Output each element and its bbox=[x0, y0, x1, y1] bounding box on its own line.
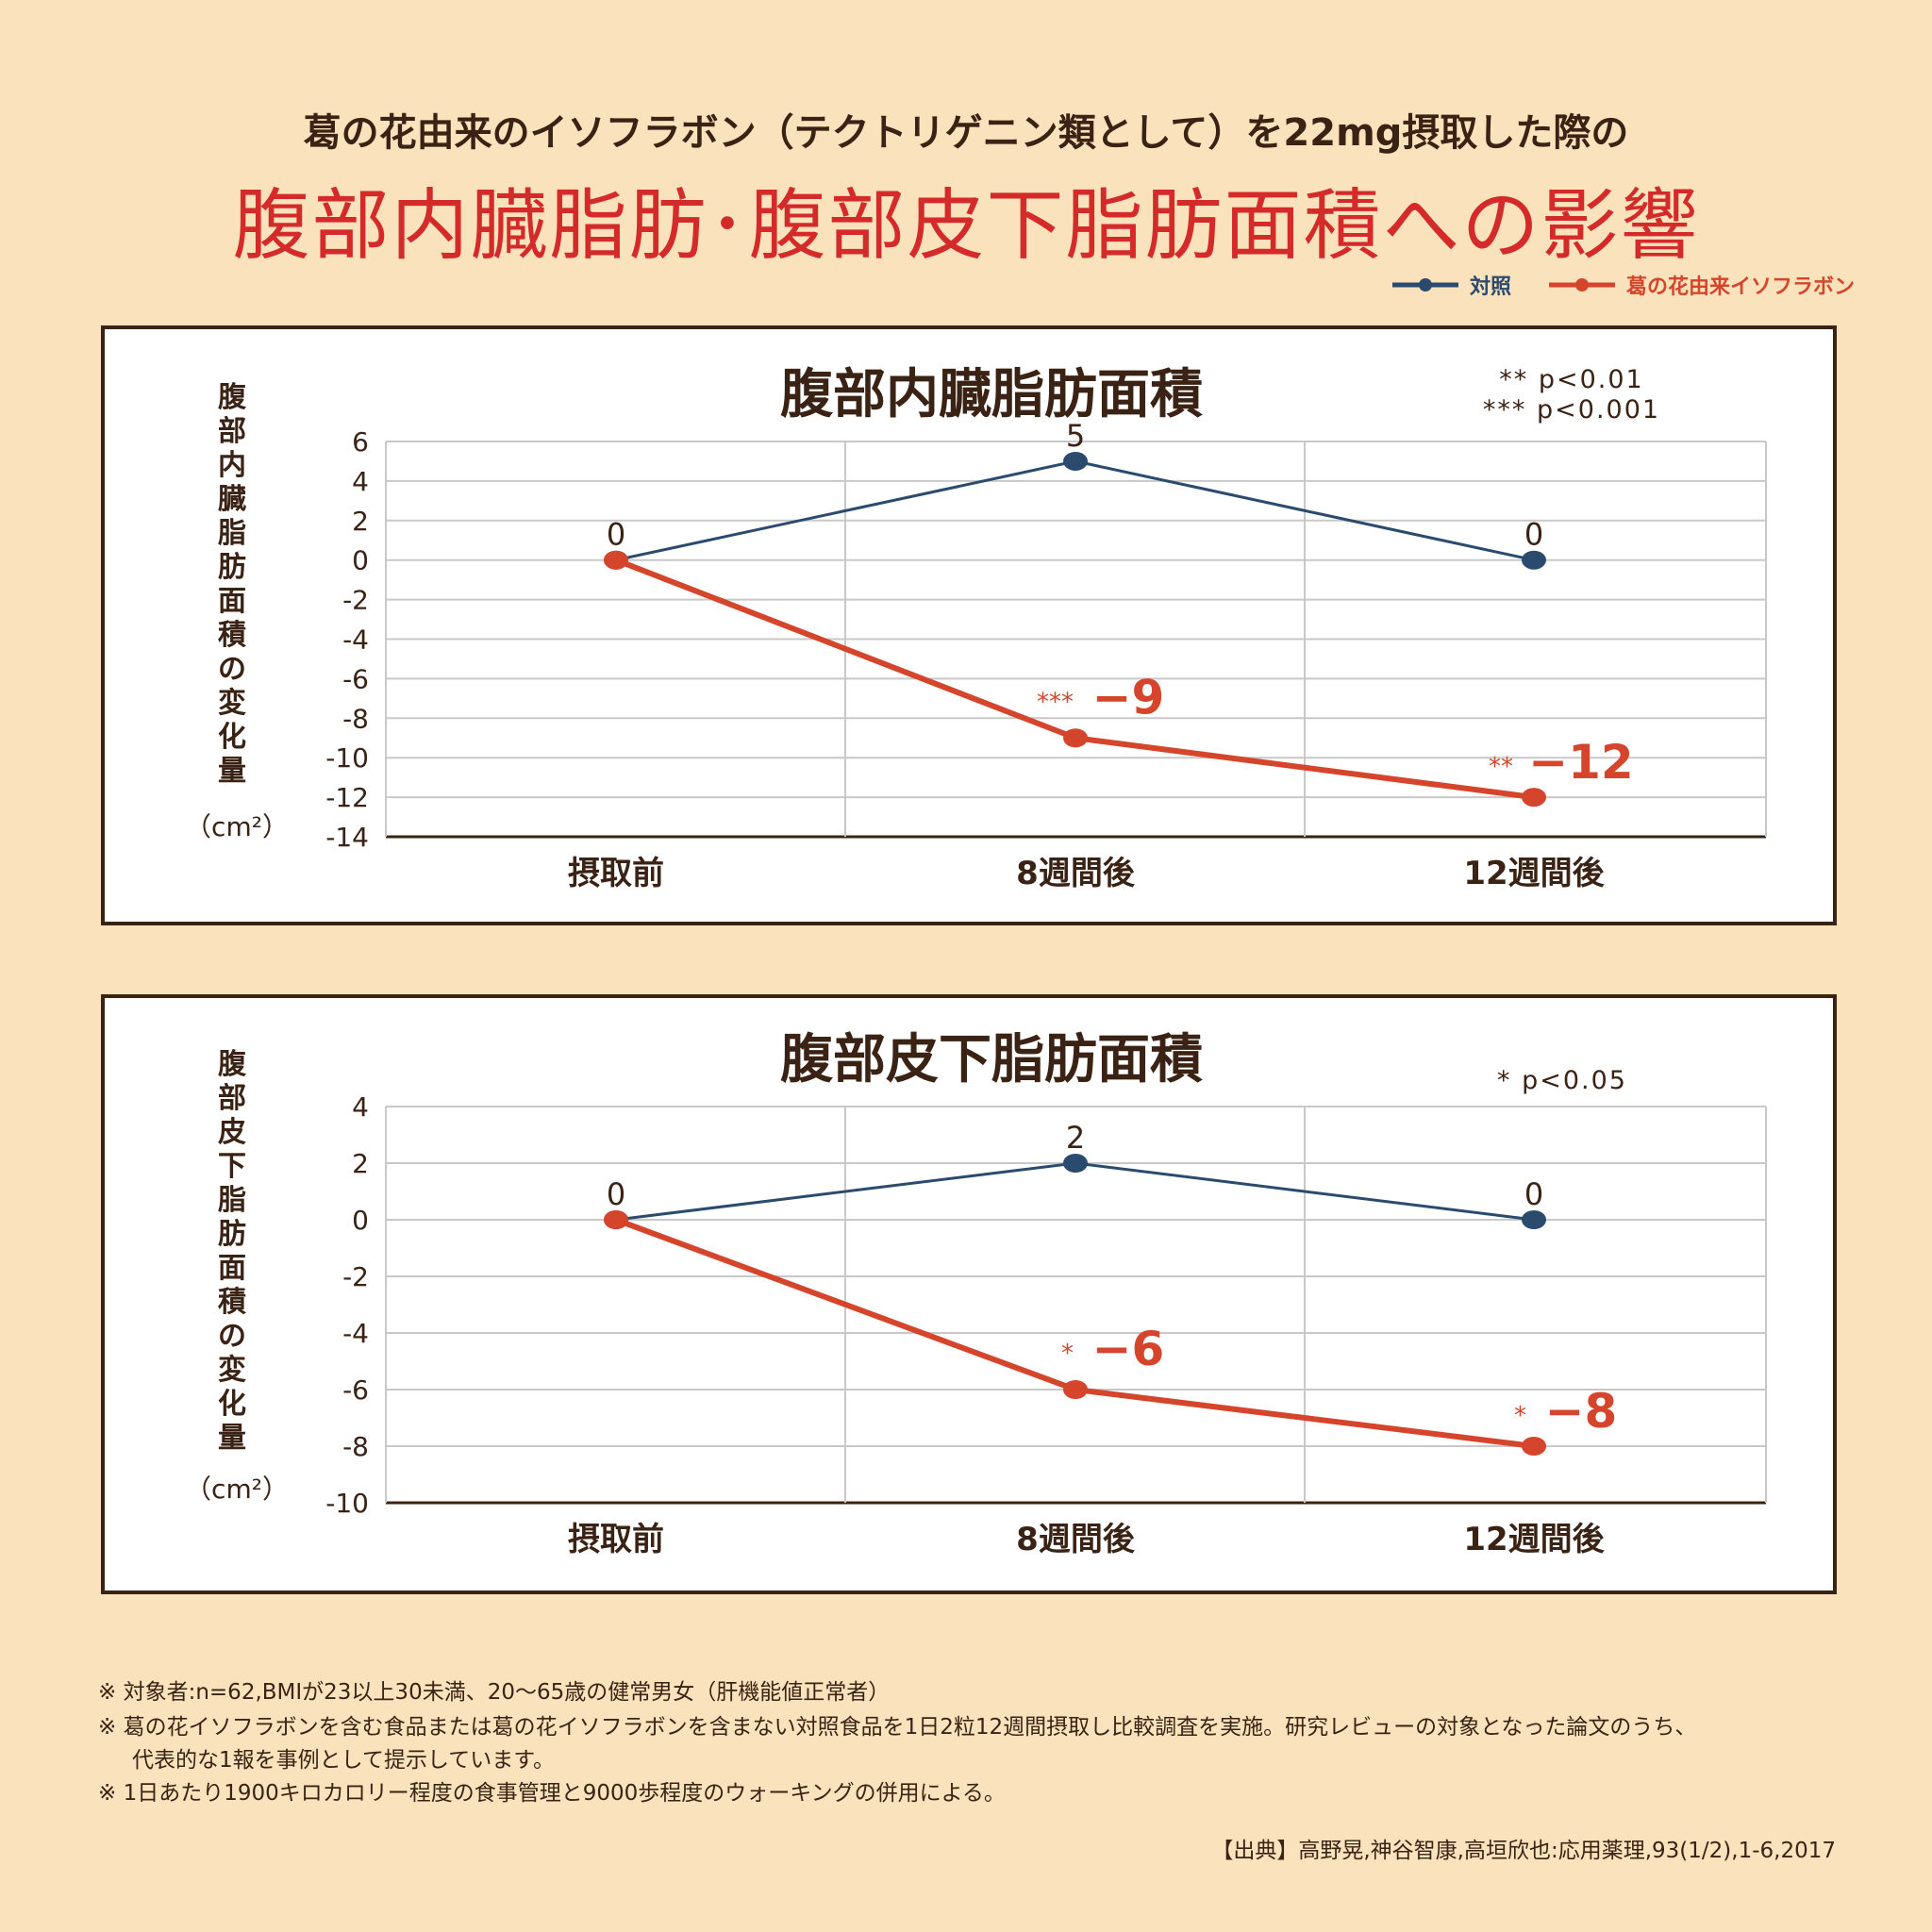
legend-marker-isoflavone bbox=[1548, 278, 1615, 291]
y-tick-label: 4 bbox=[352, 466, 369, 497]
y-axis-label-char: 量 bbox=[218, 755, 246, 788]
data-point bbox=[1522, 1210, 1546, 1229]
chart-title: 腹部皮下脂肪面積 bbox=[780, 1029, 1203, 1091]
y-axis-label-char: の bbox=[218, 1320, 246, 1353]
y-axis-label-char: 化 bbox=[218, 721, 246, 754]
significance-note: *** p<0.001 bbox=[1483, 395, 1660, 425]
footnote: ※ 対象者:n=62,BMIが23以上30未満、20～65歳の健常男女（肝機能値… bbox=[98, 1680, 891, 1705]
y-tick-label: 4 bbox=[352, 1091, 369, 1123]
y-tick-label: 2 bbox=[352, 1148, 369, 1179]
data-label: −6 bbox=[1092, 1322, 1165, 1376]
significance-stars: * bbox=[1061, 1340, 1074, 1368]
data-label: −9 bbox=[1092, 670, 1165, 724]
y-tick-label: -4 bbox=[342, 1318, 369, 1349]
data-label: 0 bbox=[607, 517, 625, 553]
footnote: ※ 葛の花イソフラボンを含む食品または葛の花イソフラボンを含まない対照食品を1日… bbox=[98, 1715, 1697, 1740]
y-axis-unit: （cm²） bbox=[185, 811, 289, 842]
y-axis-label-char: 面 bbox=[218, 585, 246, 618]
y-tick-label: -10 bbox=[325, 742, 369, 774]
data-point bbox=[1063, 728, 1088, 748]
legend-item-control: 対照 bbox=[1391, 270, 1511, 300]
y-tick-label: -10 bbox=[325, 1488, 369, 1519]
y-axis-label-char: 肪 bbox=[218, 1218, 246, 1251]
y-axis-label-char: 脂 bbox=[218, 517, 246, 550]
y-tick-label: 0 bbox=[352, 1205, 369, 1236]
y-tick-label: -2 bbox=[342, 1261, 369, 1292]
x-tick-label: 12週間後 bbox=[1463, 1521, 1605, 1558]
y-axis-label-char: 面 bbox=[218, 1252, 246, 1285]
footnote: 代表的な1報を事例として提示しています。 bbox=[132, 1748, 555, 1773]
legend-marker-control bbox=[1391, 278, 1458, 291]
data-label: 0 bbox=[607, 1176, 625, 1212]
data-point bbox=[1522, 1437, 1546, 1456]
y-tick-label: -2 bbox=[342, 585, 369, 616]
y-tick-label: -6 bbox=[342, 1374, 369, 1406]
y-axis-label-char: 変 bbox=[218, 1354, 246, 1387]
x-tick-label: 12週間後 bbox=[1463, 855, 1605, 892]
y-tick-label: -8 bbox=[342, 703, 369, 734]
y-axis-label-char: 部 bbox=[218, 1082, 246, 1115]
y-axis-label-char: 積 bbox=[218, 619, 246, 652]
significance-stars: ** bbox=[1489, 753, 1513, 781]
y-axis-unit: （cm²） bbox=[185, 1474, 289, 1505]
y-tick-label: -12 bbox=[325, 782, 369, 813]
y-tick-label: 0 bbox=[352, 545, 369, 576]
legend-label: 対照 bbox=[1469, 275, 1511, 299]
y-axis-label-char: 部 bbox=[218, 415, 246, 448]
x-tick-label: 8週間後 bbox=[1016, 855, 1136, 892]
data-label: 5 bbox=[1066, 418, 1085, 454]
y-axis-label-char: 腹 bbox=[218, 1048, 247, 1081]
chart-panel-subcutaneous: 腹部皮下脂肪面積 * p<0.05 腹部皮下脂肪面積の変化量（cm²） 4 2 0 -2 -4… bbox=[101, 994, 1837, 1594]
y-tick-label: 6 bbox=[352, 426, 369, 458]
y-axis-label-char: 皮 bbox=[218, 1116, 246, 1149]
y-tick-label: -4 bbox=[342, 625, 369, 656]
source-citation: 【出典】高野晃,神谷智康,高垣欣也:応用薬理,93(1/2),1-6,2017 bbox=[1211, 1839, 1836, 1863]
legend-item-isoflavone: 葛の花由来イソフラボン bbox=[1548, 270, 1855, 300]
y-axis-label-char: 内 bbox=[218, 449, 246, 482]
data-label: 0 bbox=[1524, 517, 1543, 553]
y-axis-label-char: 肪 bbox=[218, 551, 246, 584]
x-tick-label: 摂取前 bbox=[568, 1521, 664, 1558]
significance-note: * p<0.05 bbox=[1497, 1066, 1627, 1095]
legend: 対照 葛の花由来イソフラボン bbox=[1391, 270, 1855, 300]
chart-subcutaneous: 腹部皮下脂肪面積 * p<0.05腹部皮下脂肪面積の変化量（cm²）420-2-4… bbox=[185, 1029, 1767, 1558]
chart-panel-visceral: 腹部内臓脂肪面積 ** p<0.01 *** p<0.001 腹部内臓脂肪面積の変化量… bbox=[101, 325, 1837, 925]
subtitle: 葛の花由来のイソフラボン（テクトリゲニン類として）を22mg摂取した際の bbox=[303, 111, 1629, 155]
y-axis-label-char: 積 bbox=[218, 1286, 246, 1319]
data-point bbox=[1063, 451, 1088, 471]
main-title: 腹部内臓脂肪･腹部皮下脂肪面積への影響 bbox=[232, 181, 1700, 271]
y-axis-label-char: 臓 bbox=[218, 483, 246, 516]
legend-label: 葛の花由来イソフラボン bbox=[1625, 275, 1855, 299]
series-line-control bbox=[615, 459, 1535, 562]
y-tick-label: 2 bbox=[352, 506, 369, 537]
x-tick-label: 8週間後 bbox=[1016, 1521, 1136, 1558]
chart-title: 腹部内臓脂肪面積 bbox=[780, 364, 1203, 425]
y-axis-label-char: 脂 bbox=[218, 1184, 246, 1217]
y-tick-label: -8 bbox=[342, 1431, 369, 1462]
y-tick-label: -14 bbox=[325, 822, 369, 853]
y-tick-label: -6 bbox=[342, 663, 369, 694]
significance-stars: *** bbox=[1037, 688, 1074, 716]
data-label: 0 bbox=[1524, 1176, 1543, 1212]
y-axis-label-char: 腹 bbox=[218, 381, 247, 414]
significance-stars: * bbox=[1514, 1402, 1526, 1430]
chart-visceral: 腹部内臓脂肪面積 ** p<0.01*** p<0.001腹部内臓脂肪面積の変化量… bbox=[185, 364, 1767, 892]
x-tick-label: 摂取前 bbox=[568, 855, 664, 892]
data-point bbox=[1063, 1380, 1088, 1399]
data-point bbox=[1522, 550, 1546, 570]
y-axis-label-char: 下 bbox=[218, 1150, 246, 1183]
y-axis-label-char: 量 bbox=[218, 1422, 246, 1455]
data-point bbox=[604, 550, 628, 570]
y-axis-label-char: 変 bbox=[218, 687, 246, 720]
significance-note: ** p<0.01 bbox=[1499, 365, 1643, 394]
data-label: −12 bbox=[1528, 735, 1633, 790]
data-point bbox=[604, 1210, 628, 1229]
footnote: ※ 1日あたり1900キロカロリー程度の食事管理と9000歩程度のウォーキングの… bbox=[98, 1781, 1006, 1806]
y-axis-label-char: の bbox=[218, 653, 246, 686]
data-label: 2 bbox=[1066, 1120, 1085, 1156]
data-point bbox=[1063, 1154, 1088, 1173]
data-label: −8 bbox=[1545, 1384, 1618, 1439]
data-point bbox=[1522, 788, 1546, 808]
y-axis-label-char: 化 bbox=[218, 1388, 246, 1421]
